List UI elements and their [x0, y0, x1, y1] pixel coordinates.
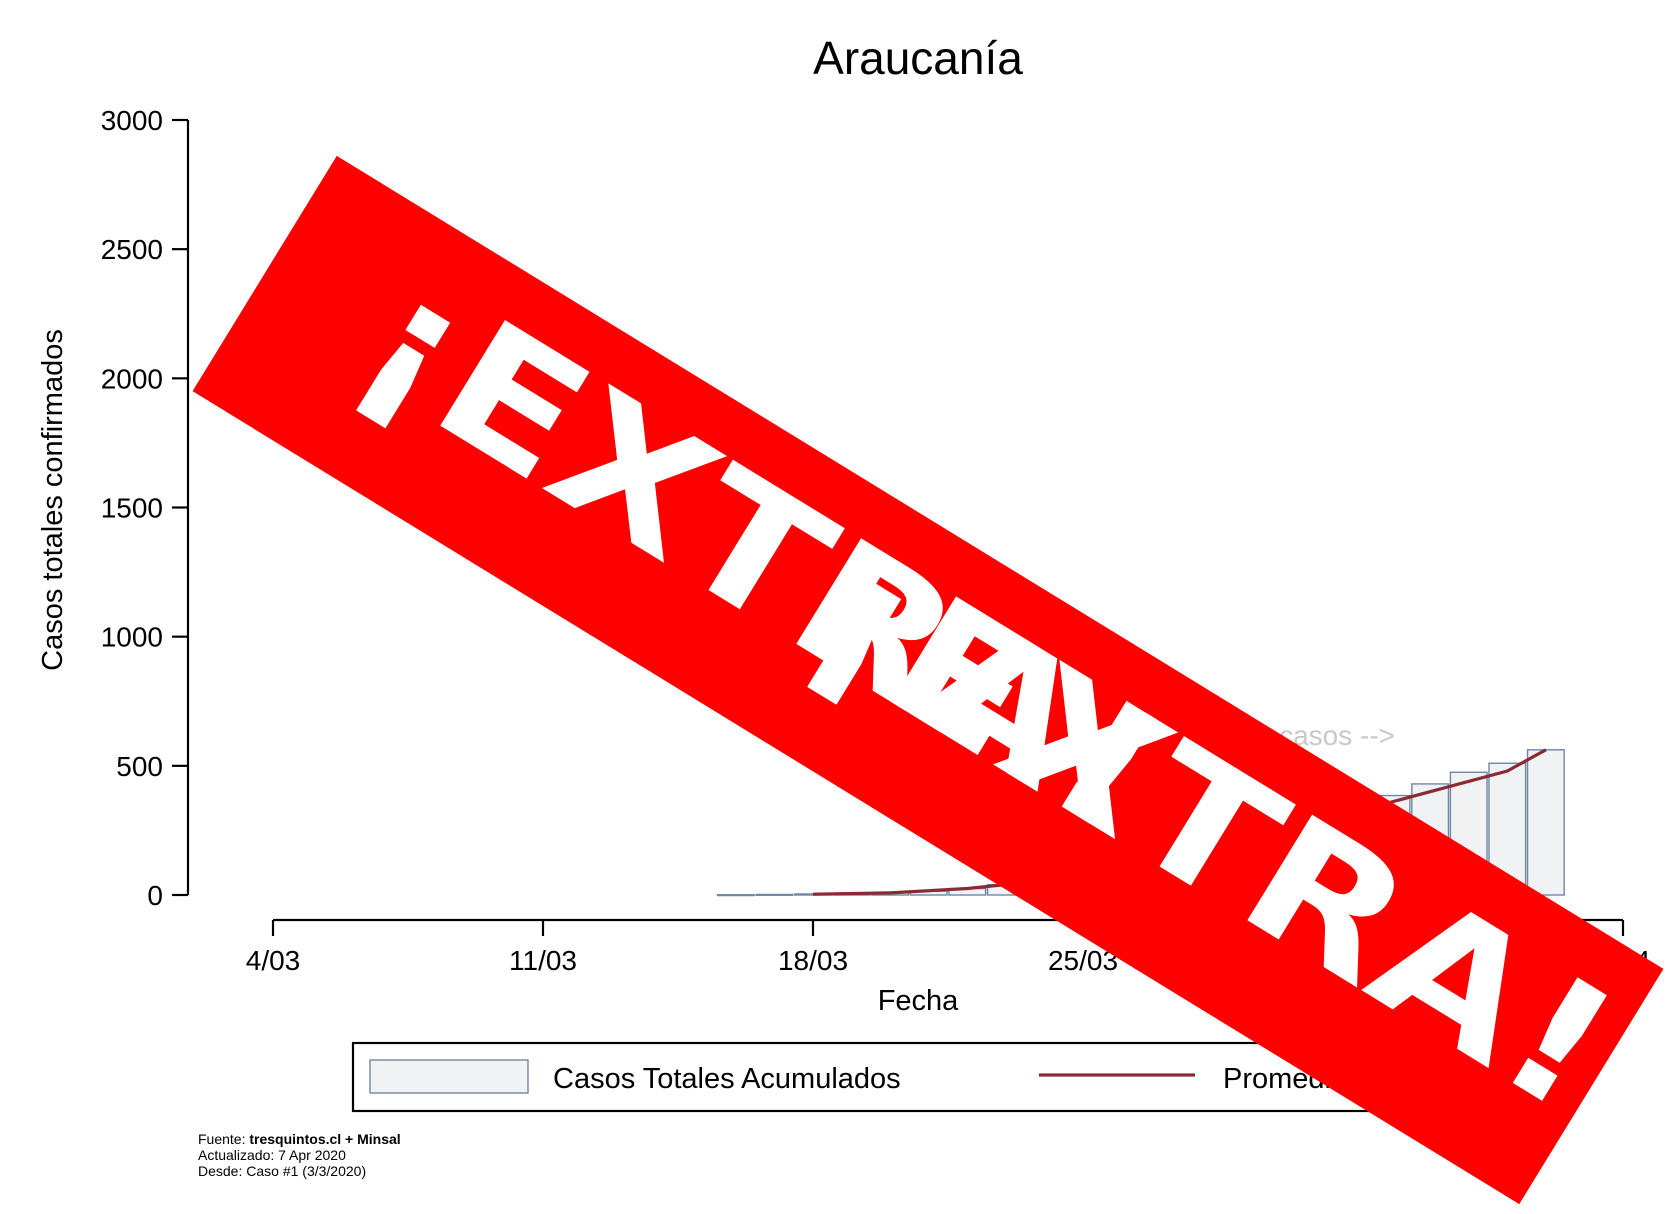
y-axis: 0 500 1000 1500 2000 2500 3000: [101, 105, 190, 911]
x-tick-label-0: 4/03: [246, 945, 301, 976]
y-tick-label-4: 2000: [101, 363, 163, 394]
footer-updated: Actualizado: 7 Apr 2020: [198, 1147, 346, 1163]
extra-banner-background: [192, 155, 1664, 1205]
bar-2020-03-17: [755, 893, 794, 896]
chart-title: Araucanía: [813, 32, 1023, 84]
x-tick-label-2: 18/03: [778, 945, 848, 976]
footer-source-label: Fuente:: [198, 1131, 250, 1147]
bar-2020-03-16: [716, 894, 755, 897]
y-tick-label-0: 0: [147, 880, 163, 911]
footer-since: Desde: Caso #1 (3/3/2020): [198, 1163, 367, 1179]
y-tick-label-1: 500: [116, 751, 163, 782]
footer-notes: Fuente: tresquintos.cl + Minsal Actualiz…: [198, 1131, 401, 1179]
y-tick-label-6: 3000: [101, 105, 163, 136]
y-tick-label-3: 1500: [101, 493, 163, 524]
footer-source-value: tresquintos.cl + Minsal: [249, 1131, 401, 1147]
bar-2020-04-06: [1526, 749, 1565, 896]
y-ticks: 0 500 1000 1500 2000 2500 3000: [101, 105, 188, 911]
bar-2020-04-05: [1488, 762, 1527, 896]
y-tick-label-5: 2500: [101, 234, 163, 265]
x-tick-label-1: 11/03: [509, 945, 577, 976]
y-axis-title: Casos totales confirmados: [37, 329, 69, 671]
footer-source: Fuente: tresquintos.cl + Minsal: [198, 1131, 401, 1147]
legend-label-casos: Casos Totales Acumulados: [553, 1063, 901, 1095]
x-axis-title: Fecha: [878, 985, 959, 1017]
y-tick-label-2: 1000: [101, 622, 163, 653]
legend-bar-swatch: [369, 1059, 529, 1094]
